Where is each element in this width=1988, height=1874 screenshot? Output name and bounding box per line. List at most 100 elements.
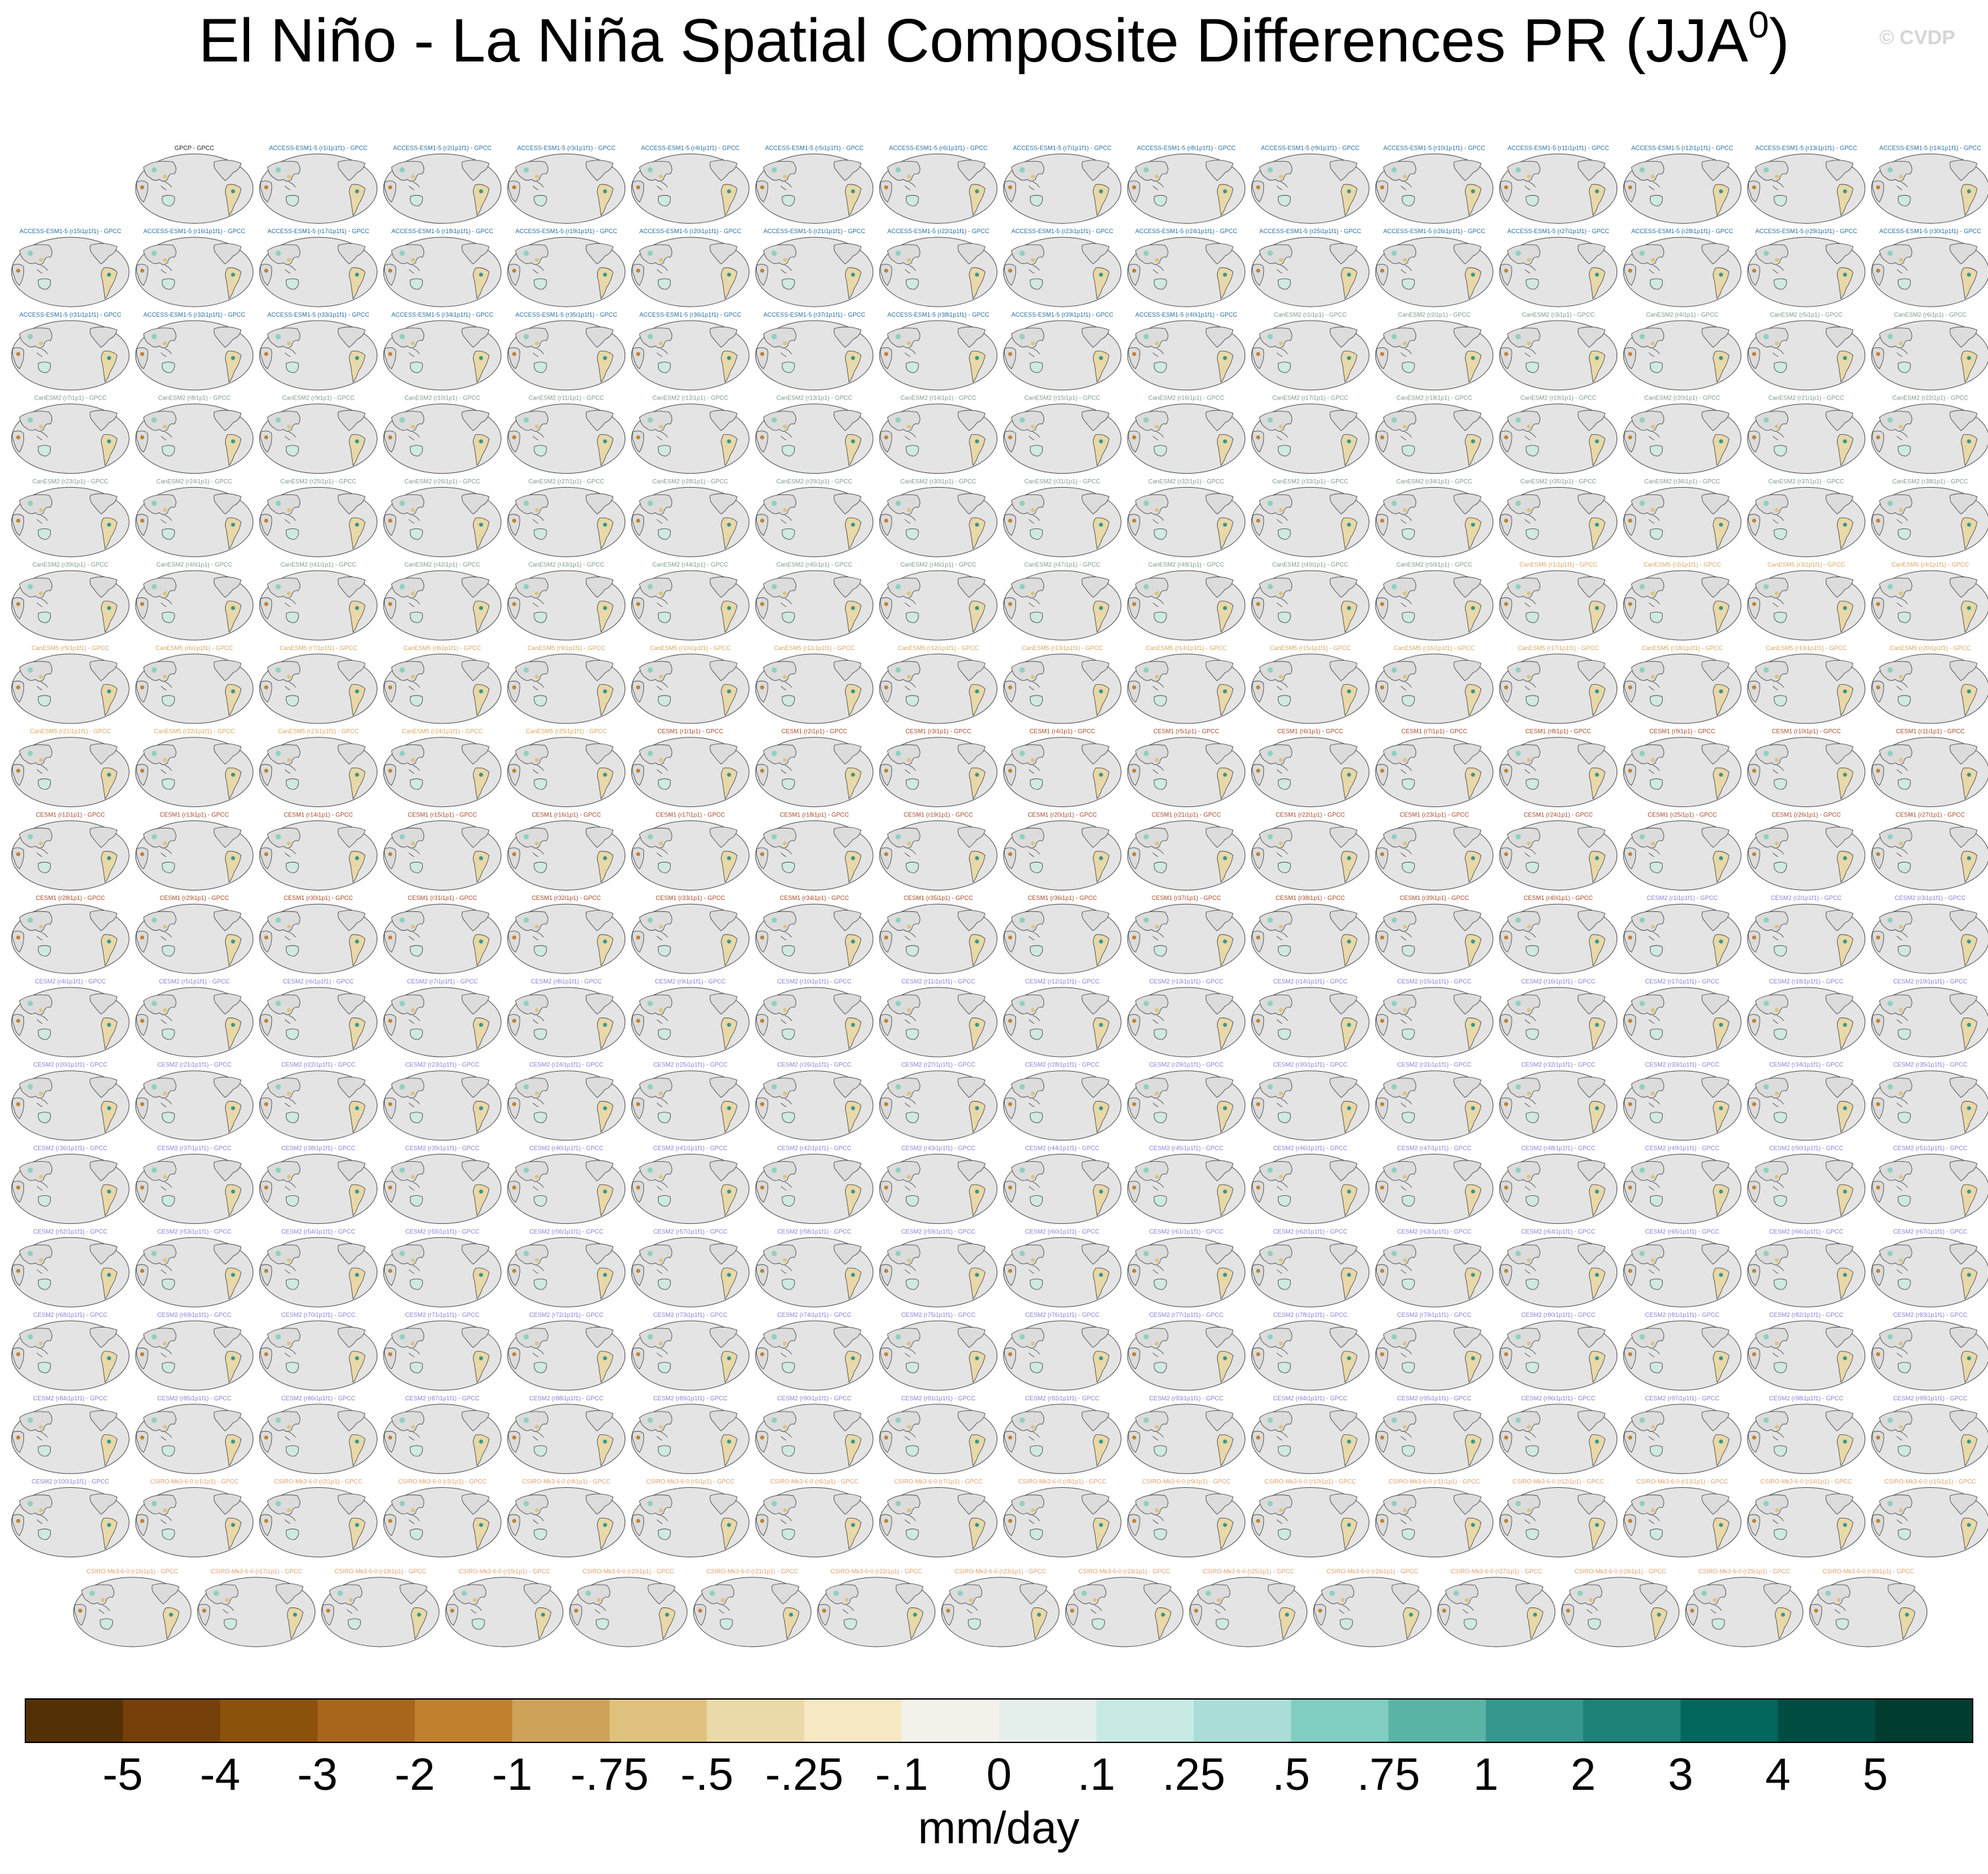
panel-title: CanESM2 (r30i1p1) - GPCC: [900, 478, 977, 484]
map: [507, 737, 626, 808]
colorbar-tick-label: -.75: [570, 1749, 649, 1800]
map-panel: ACCESS-ESM1-5 (r32i1p1f1) - GPCC: [135, 311, 254, 391]
map-panel: CESM2 (r78i1p1f1) - GPCC: [1251, 1311, 1369, 1391]
map-panel: CESM2 (r62i1p1f1) - GPCC: [1251, 1228, 1369, 1307]
map-panel: CSIRO-Mk3-6-0 (r20i1p1) - GPCC: [569, 1568, 688, 1648]
panel-title: CESM2 (r9i1p1f1) - GPCC: [655, 978, 726, 985]
map: [11, 486, 130, 557]
colorbar-tick-label: -4: [200, 1749, 240, 1800]
panel-title: ACCESS-ESM1-5 (r36i1p1f1) - GPCC: [639, 311, 741, 318]
panel-title: CanESM2 (r12i1p1) - GPCC: [653, 395, 729, 402]
panel-title: CanESM5 (r6i1p1f1) - GPCC: [156, 645, 234, 651]
map-panel: CESM2 (r71i1p1f1) - GPCC: [383, 1311, 502, 1391]
panel-title: CESM1 (r27i1p1) - GPCC: [1896, 811, 1965, 818]
panel-title: CanESM5 (r1i1p1f1) - GPCC: [1520, 561, 1598, 568]
panel-title: CESM2 (r60i1p1f1) - GPCC: [1025, 1228, 1100, 1235]
map: [1251, 153, 1369, 224]
panel-title: CanESM2 (r3i1p1) - GPCC: [1522, 311, 1595, 318]
map-panel: CESM1 (r3i1p1) - GPCC: [879, 728, 998, 808]
map: [1623, 237, 1742, 307]
map: [879, 820, 998, 891]
map-panel: CSIRO-Mk3-6-0 (r18i1p1) - GPCC: [321, 1568, 440, 1648]
map-panel: ACCESS-ESM1-5 (r15i1p1f1) - GPCC: [11, 228, 130, 307]
title: El Niño - La Niña Spatial Composite Diff…: [198, 3, 1790, 75]
map: [383, 1320, 502, 1391]
panel-title: CanESM2 (r49i1p1) - GPCC: [1273, 561, 1349, 568]
map: [383, 820, 502, 891]
panel-title: CanESM5 (r11i1p1f1) - GPCC: [774, 645, 855, 651]
map-panel: CanESM2 (r43i1p1) - GPCC: [507, 561, 626, 641]
panel-title: CESM2 (r71i1p1f1) - GPCC: [405, 1311, 480, 1318]
panel-title: CESM2 (r28i1p1f1) - GPCC: [1025, 1062, 1100, 1068]
colorbar-box: [1291, 1699, 1389, 1742]
map: [1251, 987, 1369, 1058]
panel-title: CESM2 (r72i1p1f1) - GPCC: [529, 1311, 604, 1318]
map: [1313, 1577, 1432, 1648]
map: [1375, 987, 1494, 1058]
map: [1499, 1487, 1618, 1558]
map-panel: CESM2 (r97i1p1f1) - GPCC: [1623, 1395, 1742, 1474]
map: [507, 1153, 626, 1224]
map-panel: CESM2 (r37i1p1f1) - GPCC: [135, 1144, 254, 1224]
map: [755, 737, 874, 808]
map: [1747, 153, 1866, 224]
colorbar-tick-label: -3: [297, 1749, 337, 1800]
map-panel: CESM2 (r51i1p1f1) - GPCC: [1871, 1144, 1988, 1224]
panel-title: CESM1 (r19i1p1) - GPCC: [904, 811, 973, 818]
map: [383, 1153, 502, 1224]
map: [1560, 1577, 1679, 1648]
panel-title: ACCESS-ESM1-5 (r31i1p1f1) - GPCC: [19, 311, 122, 318]
map-panel: CESM2 (r40i1p1f1) - GPCC: [507, 1144, 626, 1224]
panel-title: CanESM2 (r32i1p1) - GPCC: [1148, 478, 1224, 484]
panel-title: CSIRO-Mk3-6-0 (r18i1p1) - GPCC: [335, 1568, 427, 1575]
map-panel: CESM1 (r36i1p1) - GPCC: [1003, 895, 1122, 974]
map-panel: ACCESS-ESM1-5 (r10i1p1f1) - GPCC: [1375, 144, 1494, 224]
map: [135, 1153, 254, 1224]
map-panel: CESM2 (r20i1p1f1) - GPCC: [11, 1062, 130, 1141]
panel-title: CESM2 (r24i1p1f1) - GPCC: [529, 1062, 604, 1068]
panel-title: CESM2 (r45i1p1f1) - GPCC: [1149, 1144, 1224, 1151]
colorbar-tick-label: .25: [1162, 1749, 1226, 1800]
map-panel: CESM2 (r8i1p1f1) - GPCC: [507, 978, 626, 1058]
colorbar-tick-label: -.5: [681, 1749, 733, 1800]
map-panel: CanESM2 (r23i1p1) - GPCC: [11, 478, 130, 557]
map-panel: CESM2 (r90i1p1f1) - GPCC: [755, 1395, 874, 1474]
map-panel: CESM2 (r38i1p1f1) - GPCC: [259, 1144, 377, 1224]
map: [1003, 1487, 1122, 1558]
panel-title: CESM1 (r6i1p1) - GPCC: [1277, 728, 1343, 735]
map-panel: ACCESS-ESM1-5 (r24i1p1f1) - GPCC: [1127, 228, 1246, 307]
panel-title: CESM2 (r41i1p1f1) - GPCC: [653, 1144, 728, 1151]
map: [1747, 903, 1866, 974]
map: [1871, 320, 1988, 391]
map-panel: CESM2 (r2i1p1f1) - GPCC: [1747, 895, 1866, 974]
map-panel: CESM2 (r43i1p1f1) - GPCC: [879, 1144, 998, 1224]
panel-title: CESM2 (r56i1p1f1) - GPCC: [529, 1228, 604, 1235]
map-panel: CanESM5 (r18i1p1f1) - GPCC: [1623, 645, 1742, 724]
map: [11, 1320, 130, 1391]
map: [1003, 237, 1122, 307]
map-panel: CESM2 (r87i1p1f1) - GPCC: [383, 1395, 502, 1474]
colorbar-tick-label: 2: [1570, 1749, 1596, 1800]
panel-title: CESM2 (r98i1p1f1) - GPCC: [1769, 1395, 1844, 1402]
map-panel: CanESM5 (r2i1p1f1) - GPCC: [1623, 561, 1742, 641]
panel-title: CanESM2 (r24i1p1) - GPCC: [156, 478, 232, 484]
map: [631, 320, 750, 391]
panel-title: ACCESS-ESM1-5 (r37i1p1f1) - GPCC: [764, 311, 866, 318]
panel-title: CESM2 (r87i1p1f1) - GPCC: [405, 1395, 480, 1402]
panel-title: CESM1 (r39i1p1) - GPCC: [1399, 895, 1469, 901]
map-panel: CESM1 (r16i1p1) - GPCC: [507, 811, 626, 891]
map-panel: ACCESS-ESM1-5 (r11i1p1f1) - GPCC: [1499, 144, 1618, 224]
map: [1127, 653, 1246, 724]
map: [879, 903, 998, 974]
map-panel: CESM2 (r28i1p1f1) - GPCC: [1003, 1062, 1122, 1141]
map-panel: CSIRO-Mk3-6-0 (r27i1p1) - GPCC: [1437, 1568, 1556, 1648]
map-panel: CSIRO-Mk3-6-0 (r30i1p1) - GPCC: [1809, 1568, 1928, 1648]
colorbar-box: [1778, 1699, 1876, 1742]
title-end: ): [1769, 7, 1790, 75]
map: [755, 1153, 874, 1224]
map-panel: CESM2 (r66i1p1f1) - GPCC: [1747, 1228, 1866, 1307]
panel-title: CESM2 (r54i1p1f1) - GPCC: [281, 1228, 356, 1235]
panel-title: CESM1 (r34i1p1) - GPCC: [780, 895, 849, 901]
map-panel: CanESM2 (r10i1p1) - GPCC: [383, 395, 502, 474]
panel-title: CESM2 (r49i1p1f1) - GPCC: [1645, 1144, 1720, 1151]
